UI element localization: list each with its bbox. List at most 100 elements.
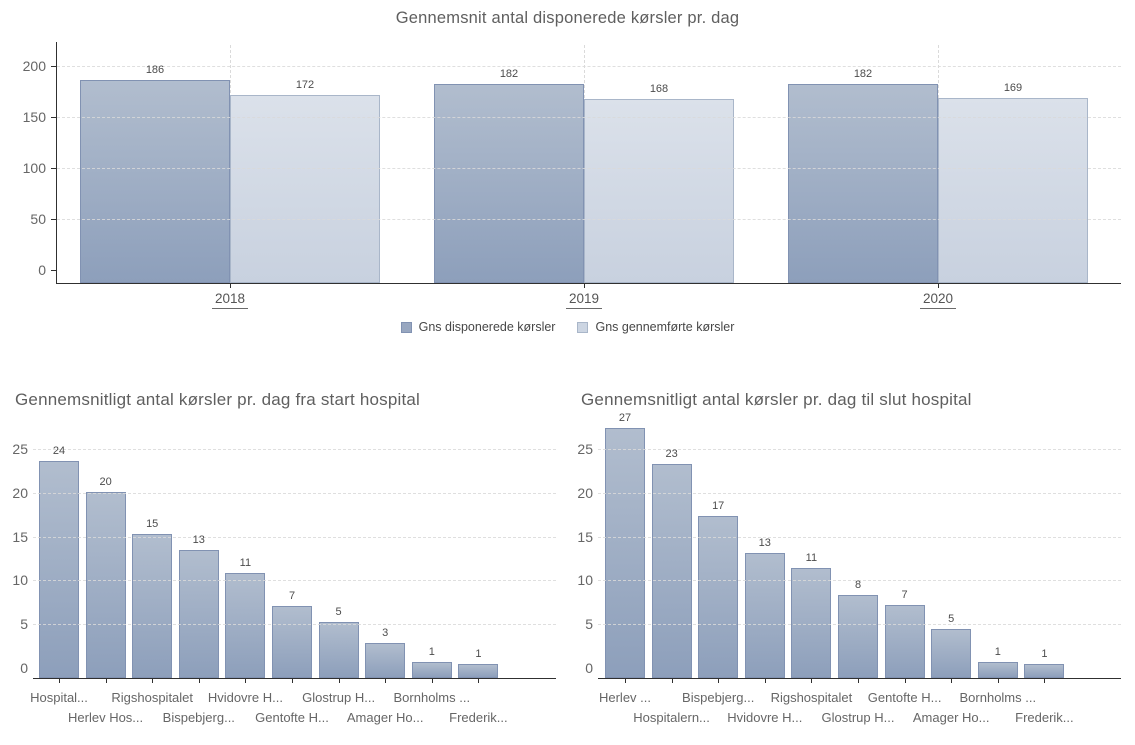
bar-gns-gennemfoerte[interactable] (938, 97, 1088, 283)
x-tick (245, 678, 247, 683)
bar-hospital[interactable] (132, 533, 173, 678)
x-tick (59, 678, 60, 683)
bar-hospital[interactable] (791, 568, 832, 678)
category-label: Frederik... (1015, 710, 1074, 725)
x-tick (858, 678, 859, 683)
y-tick (51, 168, 56, 169)
value-label: 23 (665, 447, 678, 460)
bar-hospital[interactable] (744, 553, 785, 678)
value-label: 169 (1003, 81, 1023, 94)
y-axis-label: 100 (22, 160, 46, 176)
x-tick (478, 678, 480, 683)
bar-hospital[interactable] (977, 661, 1018, 678)
bar-hospital[interactable] (1024, 663, 1065, 678)
gridline-horizontal (598, 492, 1121, 494)
y-tick (51, 117, 56, 118)
value-label: 5 (948, 612, 955, 625)
value-label: 3 (382, 627, 389, 640)
y-tick (51, 270, 56, 271)
category-label: Glostrup H... (821, 710, 895, 725)
bar-hospital[interactable] (178, 549, 219, 678)
bar-hospital[interactable] (651, 463, 692, 678)
x-tick (811, 678, 813, 683)
value-label: 1 (475, 648, 482, 661)
year-label-text[interactable]: 2019 (565, 291, 603, 309)
bar-hospital[interactable] (884, 604, 925, 678)
x-tick (718, 678, 720, 683)
category-label: Bornholms ... (959, 690, 1037, 705)
y-axis-label: 0 (585, 660, 593, 676)
year-label[interactable]: 2018 (190, 291, 270, 309)
y-axis-label: 15 (12, 528, 28, 545)
y-tick (51, 219, 56, 220)
category-label: Herlev Hos... (68, 710, 144, 725)
bar-hospital[interactable] (458, 664, 499, 678)
value-label: 15 (146, 517, 159, 530)
value-label: 20 (99, 475, 112, 488)
category-label: Gentofte H... (255, 710, 329, 725)
gridline-horizontal (598, 624, 1121, 626)
bar-gns-disponerede[interactable] (80, 80, 230, 283)
value-label: 24 (52, 445, 66, 458)
x-tick (764, 678, 766, 683)
x-tick (584, 283, 585, 288)
bar-hospital[interactable] (411, 661, 452, 678)
gridline-horizontal (598, 449, 1121, 450)
year-label-text[interactable]: 2020 (919, 291, 957, 309)
bar-gns-gennemfoerte[interactable] (584, 98, 734, 283)
year-label[interactable]: 2020 (898, 291, 978, 309)
gridline-horizontal (598, 580, 1121, 582)
x-tick (431, 678, 433, 683)
legend-item[interactable]: Gns gennemførte kørsler (577, 320, 734, 334)
gridline-horizontal (33, 536, 556, 538)
value-label: 1 (428, 645, 435, 658)
bar-hospital[interactable] (318, 622, 359, 678)
bar-hospital[interactable] (39, 461, 79, 678)
value-label: 13 (192, 533, 205, 546)
year-label-text[interactable]: 2018 (211, 291, 249, 309)
bar-hospital[interactable] (85, 491, 126, 678)
value-label: 27 (618, 411, 632, 424)
top-chart-title: Gennemsnit antal disponerede kørsler pr.… (395, 9, 740, 27)
x-tick (938, 283, 939, 288)
bar-hospital[interactable] (838, 595, 878, 678)
value-label: 172 (295, 78, 315, 91)
bar-hospital[interactable] (605, 427, 645, 678)
category-label: Amager Ho... (346, 710, 424, 725)
bar-hospital[interactable] (365, 643, 406, 678)
gridline-horizontal (57, 168, 1121, 169)
category-label: Hospitalern... (633, 710, 710, 725)
x-tick (997, 678, 999, 683)
x-tick (292, 678, 293, 683)
bar-gns-disponerede[interactable] (434, 84, 584, 283)
legend-swatch-gennemfoerte (577, 321, 589, 333)
left-chart-title: Gennemsnitligt antal kørsler pr. dag fra… (15, 390, 421, 409)
y-axis-label: 200 (22, 58, 46, 74)
category-label: Herlev ... (598, 690, 651, 705)
category-label: Bispebjerg... (682, 690, 755, 705)
x-tick (105, 678, 107, 683)
legend-label: Gns disponerede kørsler (418, 320, 556, 334)
x-tick (904, 678, 906, 683)
legend-item[interactable]: Gns disponerede kørsler (400, 320, 556, 334)
y-axis-label: 25 (577, 441, 593, 457)
bar-hospital[interactable] (272, 605, 312, 678)
x-tick (385, 678, 387, 683)
y-axis-label: 20 (577, 484, 593, 501)
bar-gns-gennemfoerte[interactable] (230, 94, 380, 283)
bar-hospital[interactable] (698, 515, 739, 678)
bar-hospital[interactable] (225, 572, 266, 678)
gridline-horizontal (33, 624, 556, 626)
y-axis-label: 5 (585, 616, 593, 633)
legend-swatch-disponerede (400, 321, 412, 333)
x-tick (951, 678, 953, 683)
bar-gns-disponerede[interactable] (788, 84, 938, 283)
bar-hospital[interactable] (931, 628, 972, 678)
category-label: Gentofte H... (867, 690, 942, 705)
y-axis-label: 50 (30, 211, 46, 227)
gridline-horizontal (598, 536, 1121, 538)
year-label[interactable]: 2019 (544, 291, 624, 309)
value-label: 186 (145, 64, 165, 77)
x-tick (152, 678, 154, 683)
y-axis-line (56, 42, 57, 283)
